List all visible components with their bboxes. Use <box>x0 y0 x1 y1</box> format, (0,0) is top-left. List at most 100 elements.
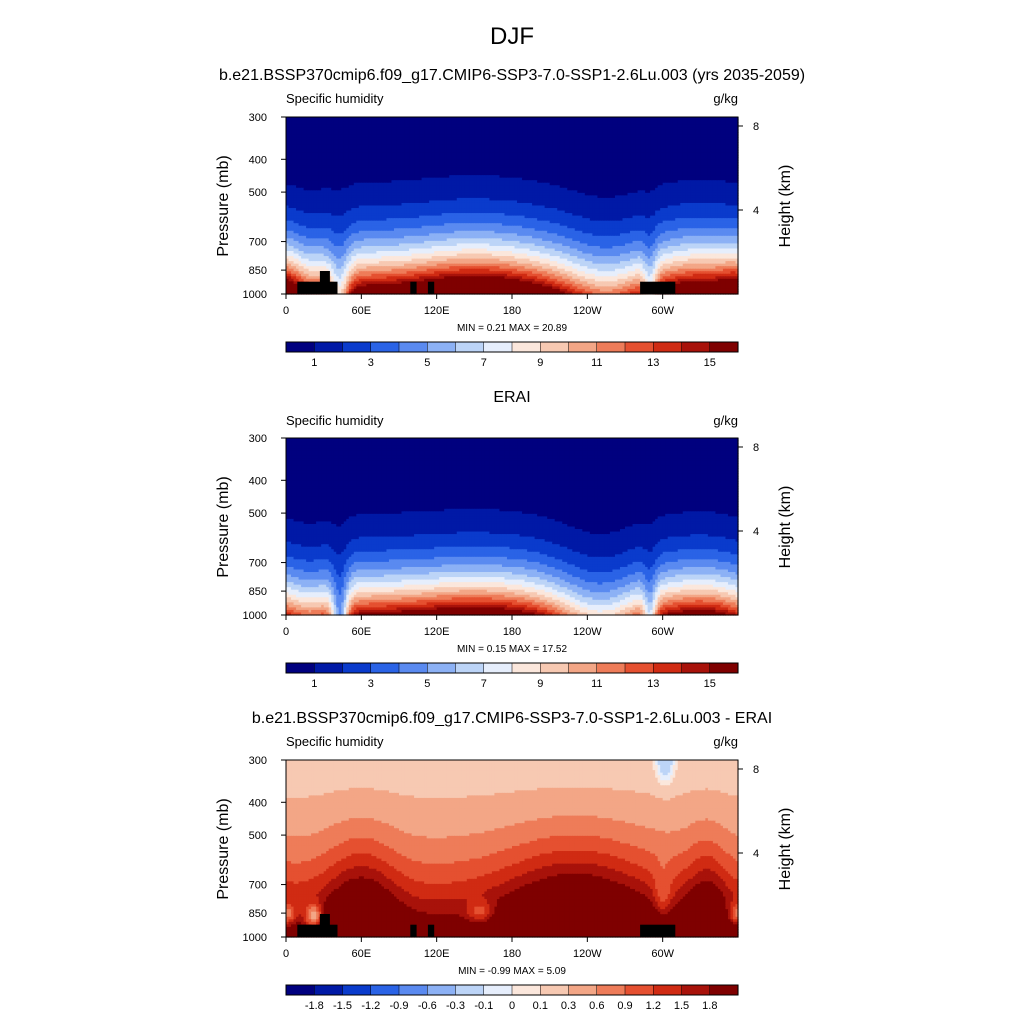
terrain-block <box>640 282 675 294</box>
colorbar-swatch <box>653 985 682 995</box>
y-tick-label: 700 <box>249 558 267 570</box>
colorbar-label: 7 <box>481 678 487 690</box>
colorbar-swatch <box>286 342 315 352</box>
panel-3: b.e21.BSSP370cmip6.f09_g17.CMIP6-SSP3-7.… <box>215 710 794 1012</box>
colorbar-swatch <box>625 985 654 995</box>
y-tick-label: 850 <box>249 586 267 598</box>
colorbar-label: 1 <box>311 357 317 369</box>
colorbar-swatch <box>343 663 372 673</box>
terrain-block <box>320 271 330 294</box>
colorbar-swatch <box>399 663 428 673</box>
colorbar-swatch <box>399 985 428 995</box>
colorbar-swatch <box>512 342 541 352</box>
colorbar-swatch <box>343 985 372 995</box>
x-tick-label: 120E <box>424 305 450 317</box>
colorbar-label: 0.9 <box>617 1000 632 1012</box>
colorbar-swatch <box>597 663 626 673</box>
colorbar-swatch <box>399 342 428 352</box>
colorbar-label: 3 <box>368 357 374 369</box>
y-tick-label: 700 <box>249 880 267 892</box>
colorbar-label: 0.3 <box>561 1000 576 1012</box>
colorbar-label: 1.8 <box>702 1000 717 1012</box>
colorbar-swatch <box>427 663 456 673</box>
colorbar-label: -0.6 <box>418 1000 437 1012</box>
colorbar-swatch <box>314 342 343 352</box>
panel-2: ERAI Specific humidity g/kg 0 60E 120E 180 1… <box>215 389 794 690</box>
height-tick-label: 4 <box>753 848 759 860</box>
panel-1-stats: MIN = 0.21 MAX = 20.89 <box>457 323 567 334</box>
x-tick-label: 180 <box>503 948 521 960</box>
x-tick-label: 60E <box>352 305 372 317</box>
colorbar-swatch <box>314 985 343 995</box>
x-tick-label: 120W <box>573 305 602 317</box>
colorbar-label: 1 <box>311 678 317 690</box>
panel-3-units-label: g/kg <box>713 734 738 749</box>
colorbar-swatch <box>540 342 569 352</box>
x-tick-label: 120E <box>424 948 450 960</box>
colorbar-label: 5 <box>424 678 430 690</box>
colorbar-swatch <box>427 342 456 352</box>
panel-1-height-axis-label: Height (km) <box>777 165 794 248</box>
panel-3-title: b.e21.BSSP370cmip6.f09_g17.CMIP6-SSP3-7.… <box>252 710 772 727</box>
colorbar-label: 0 <box>509 1000 515 1012</box>
terrain-block <box>297 282 337 294</box>
panel-1: b.e21.BSSP370cmip6.f09_g17.CMIP6-SSP3-7.… <box>215 67 805 369</box>
colorbar-swatch <box>343 342 372 352</box>
panel-3-height-axis-label: Height (km) <box>777 808 794 891</box>
colorbar-swatch <box>597 342 626 352</box>
colorbar-label: 3 <box>368 678 374 690</box>
terrain-block <box>428 925 434 937</box>
colorbar-swatch <box>371 985 400 995</box>
x-tick-label: 60W <box>651 305 674 317</box>
panel-2-height-axis-label: Height (km) <box>777 486 794 569</box>
height-tick-label: 8 <box>753 121 759 133</box>
panel-1-variable-label: Specific humidity <box>286 91 384 106</box>
panel-2-field-shading <box>286 438 739 616</box>
colorbar-swatch <box>512 663 541 673</box>
panel-3-colorbar: -1.8 -1.5 -1.2 -0.9 -0.6 -0.3 -0.1 0 0.1 0.3 0.6 0.… <box>286 985 738 1012</box>
colorbar-swatch <box>484 663 513 673</box>
panel-2-variable-label: Specific humidity <box>286 413 384 428</box>
colorbar-label: -0.3 <box>446 1000 465 1012</box>
terrain-block <box>410 925 416 937</box>
colorbar-swatch <box>625 342 654 352</box>
x-tick-label: 120W <box>573 948 602 960</box>
terrain-block <box>320 914 330 937</box>
colorbar-label: 0.6 <box>589 1000 604 1012</box>
colorbar-swatch <box>540 985 569 995</box>
panel-1-field-shading <box>286 117 739 295</box>
colorbar-label: 15 <box>704 357 716 369</box>
panel-1-colorbar: 1 3 5 7 9 11 13 15 <box>286 342 738 369</box>
colorbar-swatch <box>484 342 513 352</box>
colorbar-swatch <box>569 342 598 352</box>
terrain-block <box>428 282 434 294</box>
y-tick-label: 300 <box>249 433 267 445</box>
colorbar-swatch <box>682 985 711 995</box>
colorbar-label: -1.8 <box>305 1000 324 1012</box>
panel-1-units-label: g/kg <box>713 91 738 106</box>
colorbar-label: 11 <box>591 678 602 690</box>
colorbar-swatch <box>540 663 569 673</box>
colorbar-swatch <box>484 985 513 995</box>
x-tick-label: 60E <box>352 948 372 960</box>
colorbar-swatch <box>682 663 711 673</box>
colorbar-swatch <box>569 663 598 673</box>
panel-2-stats: MIN = 0.15 MAX = 17.52 <box>457 644 567 655</box>
colorbar-swatch <box>710 985 739 995</box>
panel-2-colorbar: 1 3 5 7 9 11 13 15 <box>286 663 738 690</box>
y-tick-label: 500 <box>249 830 267 842</box>
colorbar-label: 15 <box>704 678 716 690</box>
x-tick-label: 0 <box>283 948 289 960</box>
panel-2-units-label: g/kg <box>713 413 738 428</box>
height-tick-label: 4 <box>753 205 759 217</box>
colorbar-swatch <box>710 663 739 673</box>
colorbar-label: 13 <box>647 357 659 369</box>
x-tick-label: 0 <box>283 305 289 317</box>
colorbar-swatch <box>427 985 456 995</box>
colorbar-label: 11 <box>591 357 602 369</box>
panel-3-variable-label: Specific humidity <box>286 734 384 749</box>
y-tick-label: 300 <box>249 112 267 124</box>
